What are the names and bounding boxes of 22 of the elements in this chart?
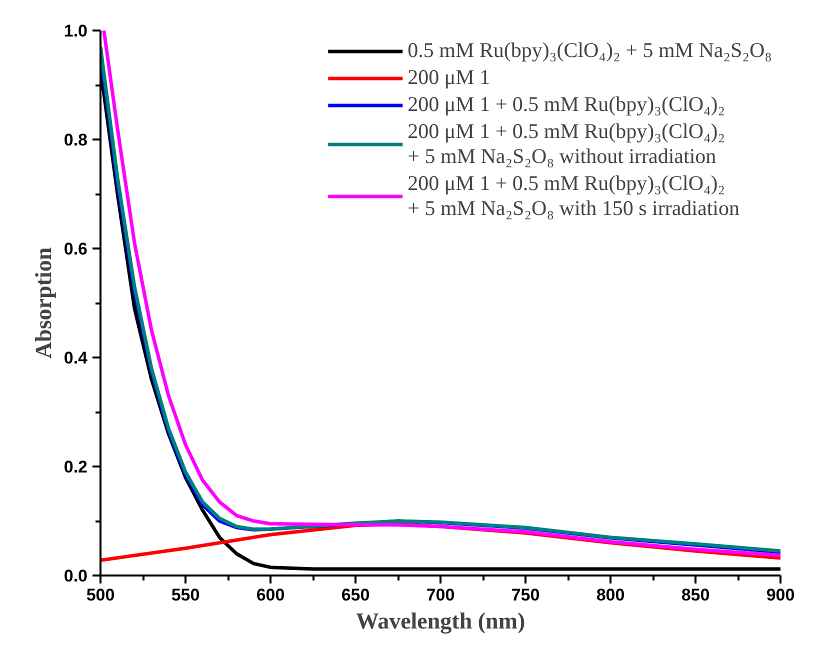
- x-tick-label: 900: [766, 586, 795, 604]
- x-tick-label: 700: [426, 586, 455, 604]
- x-tick-label: 750: [511, 586, 540, 604]
- y-tick-label: 1.0: [64, 22, 88, 40]
- x-tick-label: 850: [681, 586, 710, 604]
- legend-label: 200 μM 1 + 0.5 mM Ru(bpy)₃(ClO₄)₂: [408, 92, 726, 117]
- y-tick-label: 0.8: [64, 130, 88, 150]
- y-tick-label: 0.2: [64, 458, 88, 476]
- legend-label: 200 μM 1 + 0.5 mM Ru(bpy)₃(ClO₄)₂ + 5 mM Na₂S₂O₈ with 150 s irradiation: [408, 171, 740, 221]
- x-tick-label: 650: [341, 586, 370, 604]
- legend-label: 200 μM 1: [408, 65, 490, 90]
- x-tick-label: 800: [596, 586, 625, 604]
- y-tick-label: 0.0: [64, 566, 88, 586]
- legend-label: 0.5 mM Ru(bpy)₃(ClO₄)₂ + 5 mM Na₂S₂O₈: [408, 38, 772, 63]
- x-tick-label: 500: [86, 586, 115, 604]
- y-tick-label: 0.6: [64, 240, 88, 258]
- y-tick-label: 0.4: [64, 348, 88, 368]
- x-tick-label: 550: [171, 586, 200, 604]
- y-axis-title: Absorption: [30, 247, 56, 359]
- x-tick-label: 600: [256, 586, 285, 604]
- x-axis-title: Wavelength (nm): [356, 608, 526, 634]
- legend-label: 200 μM 1 + 0.5 mM Ru(bpy)₃(ClO₄)₂ + 5 mM Na₂S₂O₈ without irradiation: [408, 119, 726, 169]
